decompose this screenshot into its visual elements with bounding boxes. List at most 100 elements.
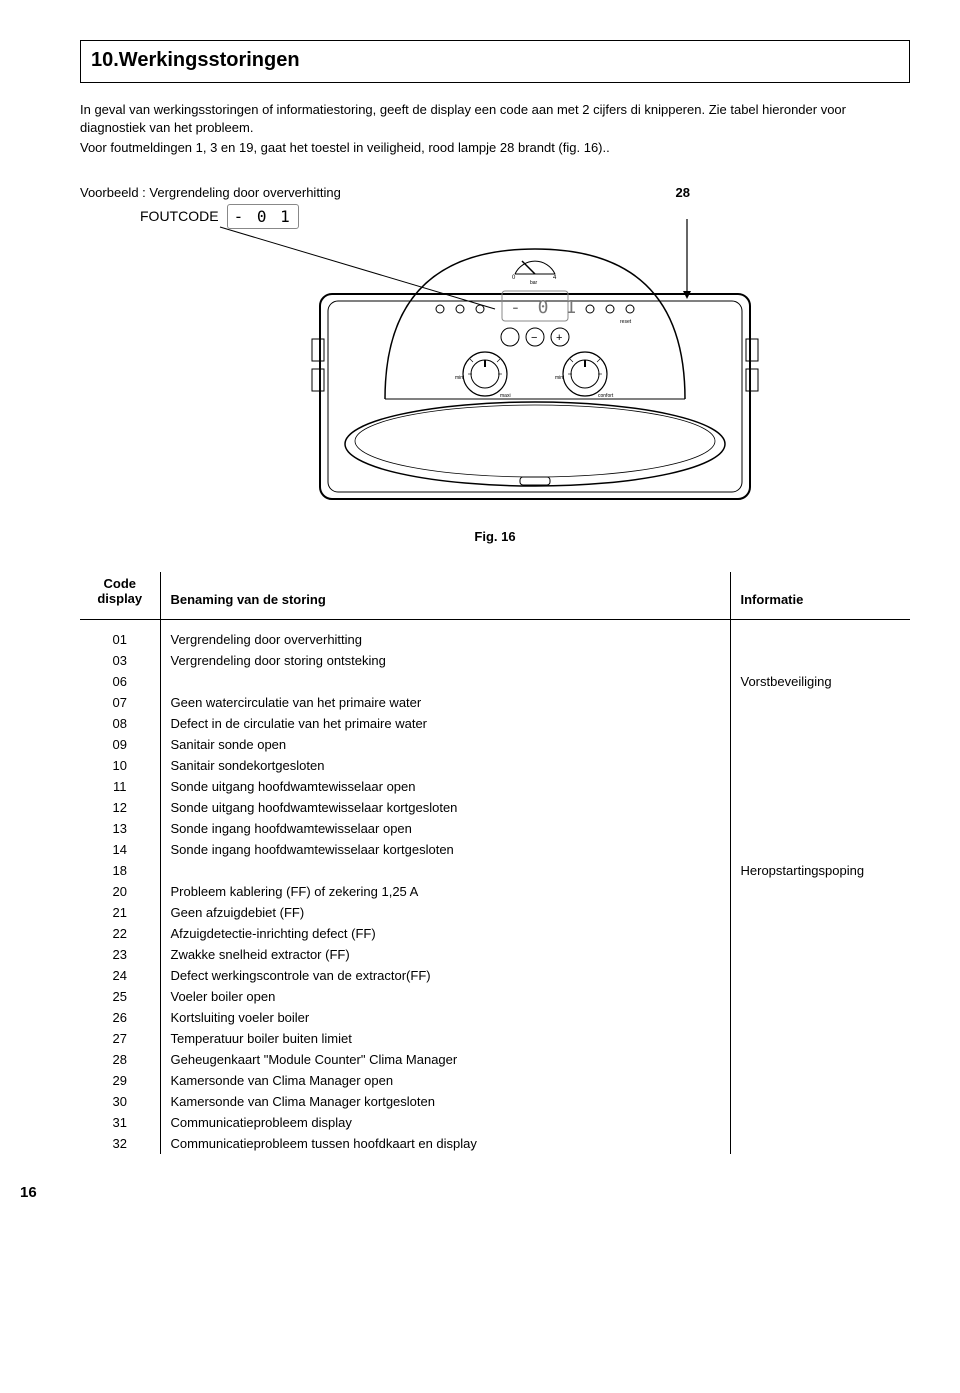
table-cell-info — [730, 629, 910, 650]
table-cell-code: 14 — [80, 839, 160, 860]
table-row: 20Probleem kablering (FF) of zekering 1,… — [80, 881, 910, 902]
example-label: Voorbeeld : Vergrendeling door oververhi… — [80, 185, 341, 200]
table-cell-desc: Sonde ingang hoofdwamtewisselaar kortges… — [160, 839, 730, 860]
table-cell-code: 10 — [80, 755, 160, 776]
svg-text:mini: mini — [555, 375, 564, 381]
table-row: 03Vergrendeling door storing ontsteking — [80, 650, 910, 671]
table-cell-code: 08 — [80, 713, 160, 734]
table-cell-info — [730, 1028, 910, 1049]
table-row: 01Vergrendeling door oververhitting — [80, 629, 910, 650]
table-row: 13Sonde ingang hoofdwamtewisselaar open — [80, 818, 910, 839]
page-number: 16 — [20, 1184, 910, 1201]
table-row: 09Sanitair sonde open — [80, 734, 910, 755]
svg-text:reset: reset — [620, 319, 632, 325]
table-cell-info — [730, 713, 910, 734]
table-cell-desc: Communicatieprobleem display — [160, 1112, 730, 1133]
table-cell-info — [730, 818, 910, 839]
table-cell-code: 01 — [80, 629, 160, 650]
table-cell-desc: Temperatuur boiler buiten limiet — [160, 1028, 730, 1049]
table-row: 22Afzuigdetectie-inrichting defect (FF) — [80, 923, 910, 944]
table-cell-info — [730, 1133, 910, 1154]
table-cell-desc: Sonde uitgang hoofdwamtewisselaar kortge… — [160, 797, 730, 818]
table-cell-desc: Geen afzuigdebiet (FF) — [160, 902, 730, 923]
table-cell-desc: Geen watercirculatie van het primaire wa… — [160, 692, 730, 713]
table-row: 06 Vorstbeveiliging — [80, 671, 910, 692]
boiler-panel-diagram: 0 4 bar - 0 1 reset − + mini maxi — [80, 219, 910, 519]
table-cell-code: 27 — [80, 1028, 160, 1049]
svg-text:confort: confort — [598, 393, 614, 399]
intro-block: In geval van werkingsstoringen of inform… — [80, 101, 910, 157]
table-cell-desc: Sanitair sondekortgesloten — [160, 755, 730, 776]
table-cell-code: 07 — [80, 692, 160, 713]
table-cell-code: 23 — [80, 944, 160, 965]
table-row: 14Sonde ingang hoofdwamtewisselaar kortg… — [80, 839, 910, 860]
display-value: - 0 1 — [510, 297, 579, 318]
table-cell-info: Vorstbeveiliging — [730, 671, 910, 692]
table-cell-code: 28 — [80, 1049, 160, 1070]
gauge-unit: bar — [530, 280, 538, 286]
table-cell-desc: Afzuigdetectie-inrichting defect (FF) — [160, 923, 730, 944]
table-row: 07Geen watercirculatie van het primaire … — [80, 692, 910, 713]
table-cell-code: 31 — [80, 1112, 160, 1133]
table-cell-desc: Kamersonde van Clima Manager kortgeslote… — [160, 1091, 730, 1112]
svg-text:maxi: maxi — [500, 393, 511, 399]
table-cell-desc: Zwakke snelheid extractor (FF) — [160, 944, 730, 965]
table-cell-info — [730, 650, 910, 671]
table-cell-desc: Sanitair sonde open — [160, 734, 730, 755]
table-cell-code: 25 — [80, 986, 160, 1007]
table-cell-info — [730, 902, 910, 923]
table-cell-code: 20 — [80, 881, 160, 902]
table-header-code: Code display — [80, 572, 160, 620]
table-cell-code: 03 — [80, 650, 160, 671]
table-cell-desc — [160, 860, 730, 881]
table-row: 12Sonde uitgang hoofdwamtewisselaar kort… — [80, 797, 910, 818]
table-row: 27Temperatuur boiler buiten limiet — [80, 1028, 910, 1049]
fault-code-table: Code display Benaming van de storing Inf… — [80, 572, 910, 1155]
table-cell-desc — [160, 671, 730, 692]
right-dial: mini confort — [555, 352, 614, 399]
table-cell-info — [730, 692, 910, 713]
table-cell-desc: Sonde uitgang hoofdwamtewisselaar open — [160, 776, 730, 797]
table-row: 29Kamersonde van Clima Manager open — [80, 1070, 910, 1091]
table-cell-info — [730, 839, 910, 860]
svg-text:+: + — [556, 332, 562, 344]
table-cell-code: 26 — [80, 1007, 160, 1028]
table-row: 25Voeler boiler open — [80, 986, 910, 1007]
table-cell-desc: Vergrendeling door storing ontsteking — [160, 650, 730, 671]
table-cell-code: 24 — [80, 965, 160, 986]
table-row: 23Zwakke snelheid extractor (FF) — [80, 944, 910, 965]
table-cell-info — [730, 755, 910, 776]
table-cell-code: 18 — [80, 860, 160, 881]
table-cell-desc: Voeler boiler open — [160, 986, 730, 1007]
table-cell-info — [730, 797, 910, 818]
table-cell-code: 11 — [80, 776, 160, 797]
gauge-max: 4 — [553, 275, 557, 281]
table-cell-code: 06 — [80, 671, 160, 692]
table-cell-code: 12 — [80, 797, 160, 818]
table-cell-code: 22 — [80, 923, 160, 944]
table-cell-code: 21 — [80, 902, 160, 923]
table-cell-info — [730, 965, 910, 986]
intro-line-1: In geval van werkingsstoringen of inform… — [80, 101, 910, 136]
table-cell-info — [730, 986, 910, 1007]
table-cell-desc: Kamersonde van Clima Manager open — [160, 1070, 730, 1091]
table-cell-info — [730, 1091, 910, 1112]
table-row: 26Kortsluiting voeler boiler — [80, 1007, 910, 1028]
table-cell-desc: Kortsluiting voeler boiler — [160, 1007, 730, 1028]
table-cell-desc: Communicatieprobleem tussen hoofdkaart e… — [160, 1133, 730, 1154]
table-row: 32Communicatieprobleem tussen hoofdkaart… — [80, 1133, 910, 1154]
table-row: 11Sonde uitgang hoofdwamtewisselaar open — [80, 776, 910, 797]
gauge-min: 0 — [512, 275, 516, 281]
left-dial: mini maxi — [455, 352, 511, 399]
table-cell-desc: Vergrendeling door oververhitting — [160, 629, 730, 650]
table-cell-desc: Defect in de circulatie van het primaire… — [160, 713, 730, 734]
table-cell-info — [730, 1070, 910, 1091]
table-cell-code: 30 — [80, 1091, 160, 1112]
svg-text:−: − — [531, 332, 537, 344]
table-cell-code: 32 — [80, 1133, 160, 1154]
section-title: 10.Werkingsstoringen — [91, 49, 899, 72]
figure-caption: Fig. 16 — [80, 529, 910, 544]
table-cell-info — [730, 734, 910, 755]
table-cell-info — [730, 923, 910, 944]
table-header-desc: Benaming van de storing — [160, 572, 730, 620]
